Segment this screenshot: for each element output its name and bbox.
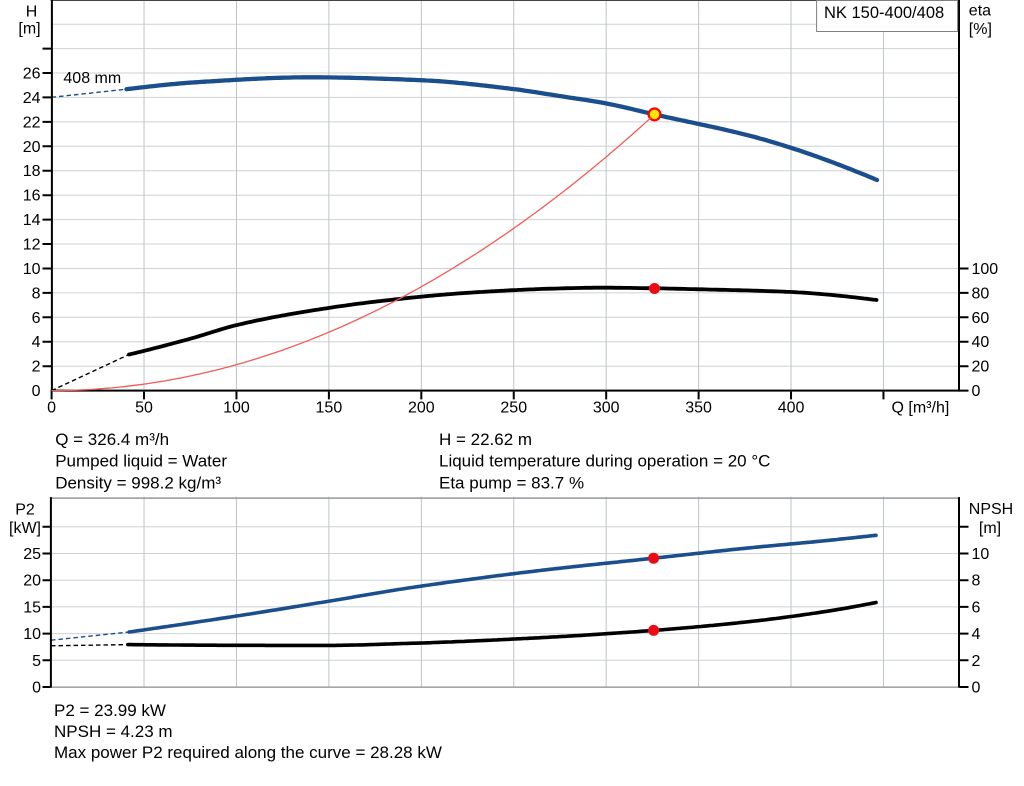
svg-text:NPSH: NPSH (969, 501, 1013, 518)
svg-text:4: 4 (32, 334, 41, 351)
svg-text:200: 200 (408, 400, 435, 417)
svg-text:4: 4 (972, 626, 981, 643)
svg-text:Max power P2 required along th: Max power P2 required along the curve = … (54, 743, 442, 762)
svg-text:P2 = 23.99 kW: P2 = 23.99 kW (54, 701, 166, 720)
svg-text:100: 100 (972, 261, 999, 278)
svg-text:0: 0 (972, 680, 981, 697)
svg-text:250: 250 (500, 400, 527, 417)
svg-text:eta: eta (969, 2, 991, 19)
svg-text:8: 8 (32, 285, 41, 302)
svg-text:2: 2 (32, 359, 41, 376)
svg-text:NK 150-400/408: NK 150-400/408 (824, 4, 944, 22)
svg-text:12: 12 (23, 237, 41, 254)
svg-text:10: 10 (23, 261, 41, 278)
svg-text:[m]: [m] (18, 21, 40, 38)
svg-text:20: 20 (972, 359, 990, 376)
svg-text:Q [m³/h]: Q [m³/h] (892, 400, 950, 417)
svg-text:60: 60 (972, 310, 990, 327)
svg-text:Eta pump = 83.7 %: Eta pump = 83.7 % (439, 473, 584, 492)
svg-text:10: 10 (972, 546, 990, 563)
svg-text:0: 0 (32, 680, 41, 697)
svg-text:20: 20 (23, 139, 41, 156)
svg-text:15: 15 (23, 599, 41, 616)
svg-text:Liquid temperature during oper: Liquid temperature during operation = 20… (439, 452, 770, 471)
svg-text:6: 6 (972, 599, 981, 616)
svg-text:400: 400 (778, 400, 805, 417)
svg-text:[m]: [m] (979, 520, 1001, 537)
svg-text:Q = 326.4 m³/h: Q = 326.4 m³/h (55, 430, 169, 449)
svg-text:300: 300 (593, 400, 620, 417)
svg-text:350: 350 (685, 400, 712, 417)
svg-text:20: 20 (23, 573, 41, 590)
svg-text:2: 2 (972, 653, 981, 670)
svg-text:26: 26 (23, 66, 41, 83)
svg-text:5: 5 (32, 653, 41, 670)
svg-text:25: 25 (23, 546, 41, 563)
svg-text:H = 22.62 m: H = 22.62 m (439, 430, 532, 449)
svg-text:[%]: [%] (969, 21, 992, 38)
svg-text:24: 24 (23, 90, 41, 107)
svg-text:16: 16 (23, 188, 41, 205)
svg-text:0: 0 (972, 383, 981, 400)
svg-text:0: 0 (32, 383, 41, 400)
svg-text:100: 100 (223, 400, 250, 417)
svg-text:18: 18 (23, 163, 41, 180)
svg-text:408 mm: 408 mm (63, 70, 121, 87)
svg-text:[kW]: [kW] (9, 520, 41, 537)
svg-text:40: 40 (972, 334, 990, 351)
svg-text:150: 150 (316, 400, 343, 417)
svg-text:P2: P2 (15, 501, 35, 518)
svg-text:0: 0 (47, 400, 56, 417)
svg-text:80: 80 (972, 285, 990, 302)
svg-text:50: 50 (135, 400, 153, 417)
svg-text:H: H (26, 3, 38, 20)
svg-text:14: 14 (23, 212, 41, 229)
svg-text:10: 10 (23, 626, 41, 643)
svg-text:8: 8 (972, 573, 981, 590)
svg-text:22: 22 (23, 114, 41, 131)
svg-text:Density = 998.2 kg/m³: Density = 998.2 kg/m³ (55, 473, 221, 492)
svg-text:NPSH = 4.23 m: NPSH = 4.23 m (54, 722, 173, 741)
svg-text:6: 6 (32, 310, 41, 327)
svg-text:Pumped liquid = Water: Pumped liquid = Water (55, 452, 227, 471)
